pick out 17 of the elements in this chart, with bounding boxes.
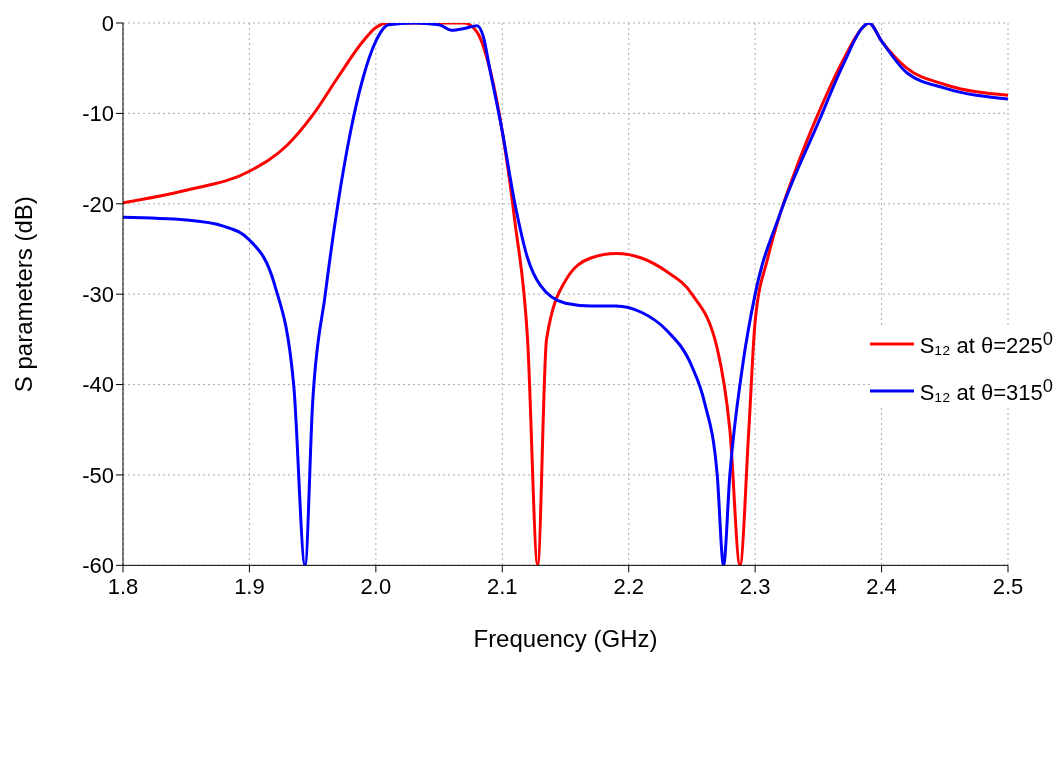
x-axis-title: Frequency (GHz) — [473, 625, 658, 653]
x-tick-label: 2.4 — [866, 573, 897, 599]
y-tick-label: -10 — [82, 101, 114, 127]
y-tick-label: -40 — [82, 372, 114, 398]
legend-label: S₁₂ at θ=225$^{0}$ — [919, 328, 1053, 360]
x-tick-label: 2.1 — [486, 573, 518, 599]
x-tick-label: 2.3 — [739, 573, 771, 599]
y-tick-label: 0 — [101, 10, 114, 36]
y-tick-label: -20 — [82, 191, 114, 217]
y-tick-label: -30 — [82, 281, 114, 307]
x-tick-label: 2.5 — [992, 573, 1024, 599]
legend-label: S₁₂ at θ=315$^{0}$ — [919, 375, 1053, 407]
y-tick-label: -50 — [82, 462, 114, 488]
x-tick-label: 1.9 — [234, 573, 265, 599]
x-tick-label: 2.0 — [360, 573, 392, 599]
y-axis-title: S parameters (dB) — [9, 196, 37, 393]
x-tick-label: 2.2 — [613, 573, 645, 599]
